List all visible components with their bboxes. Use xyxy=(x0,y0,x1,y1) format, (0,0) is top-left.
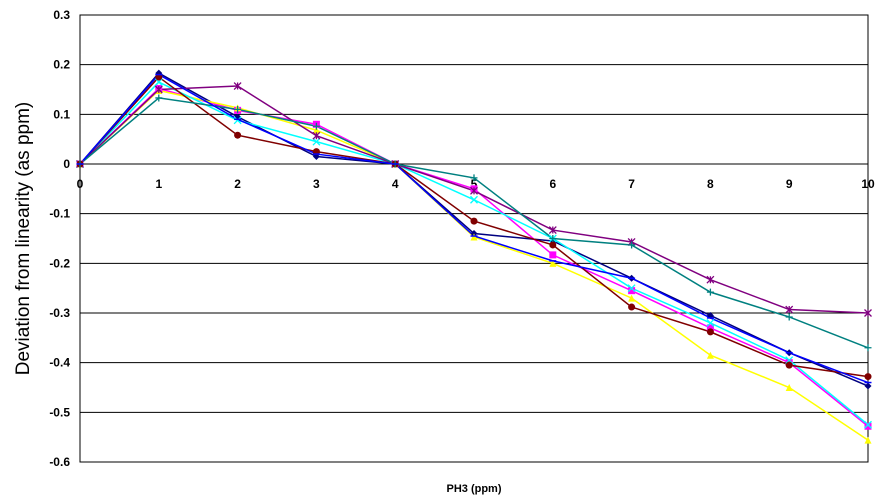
data-point xyxy=(628,303,636,311)
data-point xyxy=(628,287,636,295)
data-point xyxy=(706,288,714,296)
data-point xyxy=(785,305,794,314)
series-line xyxy=(79,72,869,387)
data-point xyxy=(312,137,321,146)
y-tick-label: -0.2 xyxy=(49,256,70,270)
data-point xyxy=(864,382,872,390)
series-line xyxy=(79,87,869,427)
y-axis-tick-labels: 0.3 0.2 0.1 0 -0.1 -0.2 -0.3 -0.4 -0.5 -0.6 xyxy=(49,8,70,469)
data-point xyxy=(785,384,793,391)
data-point xyxy=(154,78,163,87)
series-line xyxy=(79,76,869,378)
data-point xyxy=(864,422,872,430)
data-point xyxy=(627,284,636,293)
data-point xyxy=(312,122,320,130)
x-tick-label: 7 xyxy=(628,177,635,191)
x-tick-label: 9 xyxy=(786,177,793,191)
data-point xyxy=(470,174,478,182)
data-point xyxy=(233,82,242,90)
data-point xyxy=(864,344,872,352)
data-point xyxy=(470,195,478,204)
y-tick-label: 0 xyxy=(63,157,70,171)
x-tick-label: 5 xyxy=(471,177,478,191)
data-point xyxy=(549,235,557,242)
y-tick-label: -0.4 xyxy=(49,356,70,370)
plot-area xyxy=(79,14,869,463)
data-point xyxy=(233,116,242,125)
data-point xyxy=(549,241,557,249)
data-point xyxy=(548,226,557,235)
data-point xyxy=(155,94,163,102)
data-point xyxy=(154,85,163,94)
data-point xyxy=(549,259,557,267)
data-point xyxy=(312,126,320,134)
data-point xyxy=(706,328,714,336)
y-axis-label: Deviation from linearity (as ppm) xyxy=(13,102,34,375)
y-tick-label: -0.1 xyxy=(49,207,70,221)
data-point xyxy=(628,241,636,249)
x-tick-label: 4 xyxy=(392,177,399,191)
data-point xyxy=(628,294,636,302)
data-point xyxy=(706,324,714,332)
x-tick-label: 0 xyxy=(77,177,84,191)
series-lines xyxy=(79,72,869,441)
data-point xyxy=(706,351,714,359)
series-markers xyxy=(76,69,872,444)
y-tick-label: -0.5 xyxy=(49,405,70,419)
data-point xyxy=(864,373,872,381)
data-point xyxy=(864,309,872,317)
x-axis-tick-labels: 0 1 2 3 4 5 6 7 8 9 10 xyxy=(77,177,875,191)
data-point xyxy=(549,251,557,259)
series-line xyxy=(79,73,869,384)
x-tick-label: 3 xyxy=(313,177,320,191)
x-tick-label: 10 xyxy=(861,177,875,191)
data-point xyxy=(470,233,478,241)
y-tick-label: 0.3 xyxy=(53,8,70,22)
x-tick-label: 2 xyxy=(234,177,241,191)
x-tick-label: 8 xyxy=(707,177,714,191)
data-point xyxy=(470,186,478,195)
data-point xyxy=(785,361,793,369)
series-line xyxy=(79,81,869,426)
x-tick-label: 1 xyxy=(155,177,162,191)
y-tick-label: 0.2 xyxy=(53,58,70,72)
y-tick-label: -0.6 xyxy=(49,455,70,469)
data-point xyxy=(706,318,715,327)
data-point xyxy=(785,356,794,365)
x-axis-label: PH3 (ppm) xyxy=(447,483,502,495)
data-point xyxy=(785,313,793,321)
data-point xyxy=(706,275,715,284)
y-tick-label: -0.3 xyxy=(49,306,70,320)
data-point xyxy=(864,436,872,444)
series-line xyxy=(79,89,869,441)
data-point xyxy=(864,420,872,429)
y-tick-label: 0.1 xyxy=(53,107,70,121)
data-point xyxy=(234,105,242,113)
data-point xyxy=(470,217,478,225)
x-tick-label: 6 xyxy=(549,177,556,191)
data-point xyxy=(234,131,242,139)
data-point xyxy=(312,131,321,140)
